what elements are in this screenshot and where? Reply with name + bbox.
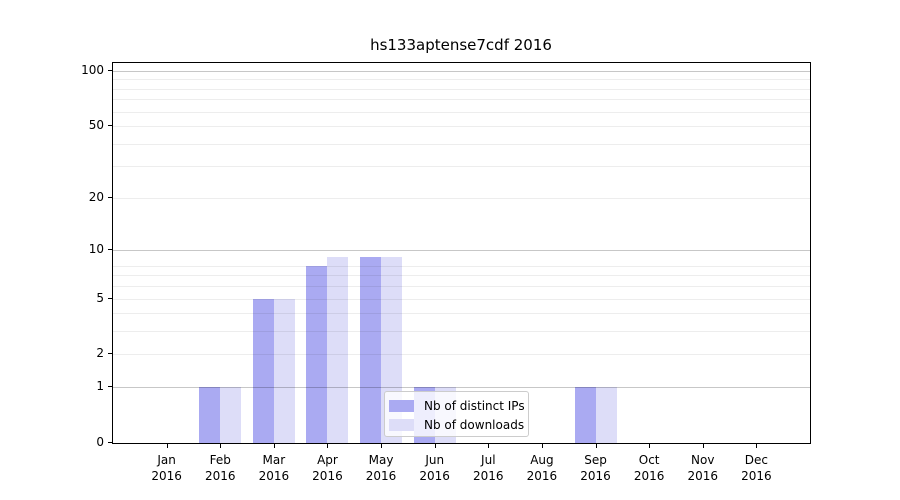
x-tick-mark — [595, 444, 597, 448]
legend-swatch-downloads — [389, 418, 414, 431]
bar-distinct-ips — [252, 298, 274, 443]
y-tick-mark — [108, 125, 112, 127]
x-tick-label: Jan 2016 — [151, 453, 182, 483]
bar-distinct-ips — [199, 387, 221, 443]
y-tick-label: 20 — [88, 189, 104, 204]
y-tick-label: 5 — [96, 290, 104, 305]
bar-downloads — [327, 257, 349, 443]
x-tick-label: Jun 2016 — [419, 453, 450, 483]
gridline-minor — [113, 286, 810, 288]
gridline-major — [113, 71, 810, 72]
x-tick-label: Oct 2016 — [633, 453, 665, 483]
legend-label-distinct-ips: Nb of distinct IPs — [424, 398, 525, 413]
gridline-minor — [113, 298, 810, 300]
gridline-minor — [113, 166, 810, 168]
y-tick-mark — [108, 442, 112, 443]
bar-downloads — [595, 387, 617, 443]
x-tick-mark — [220, 444, 222, 448]
x-tick-label: Jul 2016 — [473, 453, 504, 483]
y-tick-label: 50 — [88, 118, 104, 133]
x-tick-mark — [166, 444, 168, 448]
gridline-minor — [113, 79, 810, 81]
gridline-minor — [113, 88, 810, 90]
gridline-minor — [113, 354, 810, 356]
gridline-minor — [113, 143, 810, 145]
x-tick-label: Apr 2016 — [312, 453, 343, 483]
x-tick-mark — [702, 444, 704, 448]
legend-entry-distinct-ips: Nb of distinct IPs — [389, 396, 525, 415]
bar-distinct-ips — [360, 257, 382, 443]
x-tick-label: Dec 2016 — [741, 453, 772, 483]
x-tick-label: Nov 2016 — [687, 453, 719, 483]
plot-area — [112, 62, 811, 444]
grid-layer — [113, 63, 810, 443]
gridline-minor — [113, 275, 810, 277]
legend-label-downloads: Nb of downloads — [424, 417, 525, 432]
y-tick-mark — [108, 297, 112, 299]
legend-swatch-distinct-ips — [389, 399, 414, 412]
gridline-minor — [113, 197, 810, 199]
bar-distinct-ips — [574, 387, 596, 443]
bar-downloads — [273, 298, 295, 443]
gridline-minor — [113, 331, 810, 333]
y-tick-label: 1 — [96, 379, 104, 394]
gridline-major — [113, 249, 810, 251]
y-tick-label: 0 — [96, 435, 104, 449]
gridline-minor — [113, 126, 810, 128]
x-tick-label: Mar 2016 — [258, 453, 290, 483]
y-tick-label: 10 — [88, 241, 104, 256]
x-tick-mark — [488, 444, 490, 448]
y-tick-mark — [108, 386, 112, 388]
x-tick-mark — [541, 444, 543, 448]
legend-entry-downloads: Nb of downloads — [389, 415, 525, 434]
bar-distinct-ips — [306, 265, 328, 443]
gridline-minor — [113, 313, 810, 315]
gridline-major — [113, 387, 810, 389]
y-tick-mark — [108, 196, 112, 198]
x-tick-label: Feb 2016 — [204, 453, 236, 483]
x-tick-mark — [273, 444, 275, 448]
gridline-minor — [113, 265, 810, 267]
y-tick-mark — [108, 353, 112, 355]
legend: Nb of distinct IPs Nb of downloads — [384, 391, 529, 437]
x-tick-label: Sep 2016 — [580, 453, 611, 483]
x-tick-mark — [756, 444, 758, 448]
x-tick-label: Aug 2016 — [526, 453, 558, 483]
x-tick-mark — [381, 444, 383, 448]
gridline-minor — [113, 111, 810, 113]
y-tick-label: 2 — [96, 346, 104, 361]
x-tick-label: May 2016 — [365, 453, 397, 483]
x-tick-mark — [327, 444, 329, 448]
chart-title: hs133aptense7cdf 2016 — [370, 36, 552, 54]
x-tick-mark — [649, 444, 651, 448]
y-tick-mark — [108, 248, 112, 250]
y-tick-label: 100 — [81, 63, 104, 77]
y-tick-mark — [108, 70, 112, 71]
x-tick-mark — [434, 444, 436, 448]
gridline-minor — [113, 99, 810, 101]
bar-downloads — [220, 387, 242, 443]
